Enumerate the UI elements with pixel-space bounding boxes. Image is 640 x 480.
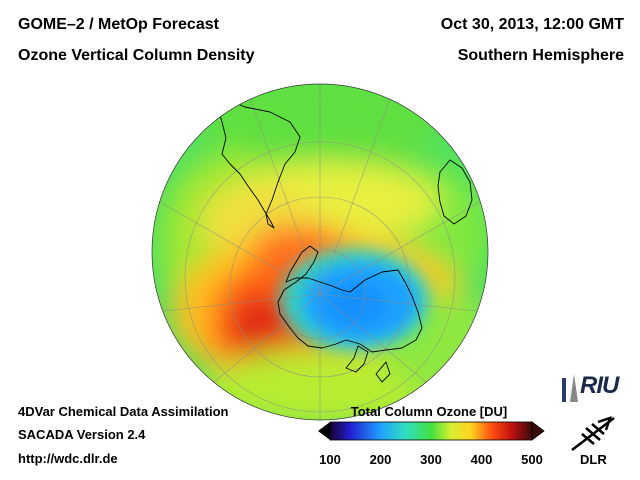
method-label: 4DVar Chemical Data Assimilation bbox=[18, 404, 229, 419]
africa-coast bbox=[437, 159, 473, 225]
colorbar-under-arrow bbox=[318, 422, 330, 440]
colorbar-tick-label: 500 bbox=[521, 452, 543, 467]
globe-limb bbox=[151, 83, 489, 421]
south-america-coast bbox=[217, 95, 301, 229]
colorbar-tick-label: 100 bbox=[319, 452, 341, 467]
colorbar-title: Total Column Ozone [DU] bbox=[350, 404, 508, 419]
url-link[interactable]: http://wdc.dlr.de bbox=[18, 451, 118, 466]
ozone-hole-core bbox=[325, 282, 385, 326]
colorbar-tick-label: 200 bbox=[369, 452, 392, 467]
dlr-logo bbox=[571, 416, 615, 451]
colorbar bbox=[318, 421, 545, 441]
product-title: GOME–2 / MetOp Forecast bbox=[18, 16, 219, 33]
riu-logo-text: RIU bbox=[580, 372, 619, 399]
ozone-globe-map bbox=[151, 83, 489, 421]
riu-logo bbox=[562, 374, 578, 402]
antarctica-coast bbox=[277, 245, 423, 353]
ross-sea-coast bbox=[345, 345, 369, 373]
colorbar-ramp bbox=[329, 421, 533, 441]
colorbar-tick-label: 400 bbox=[470, 452, 493, 467]
graticule bbox=[154, 84, 486, 420]
new-zealand-coast bbox=[375, 361, 391, 383]
region-label: Southern Hemisphere bbox=[457, 47, 624, 64]
dlr-logo-text: DLR bbox=[580, 452, 607, 467]
version-label: SACADA Version 2.4 bbox=[18, 427, 146, 442]
ozone-field-max-core bbox=[230, 295, 290, 359]
quantity-title: Ozone Vertical Column Density bbox=[18, 47, 255, 64]
colorbar-over-arrow bbox=[531, 421, 545, 441]
australia-coast bbox=[152, 351, 185, 381]
datetime-label: Oct 30, 2013, 12:00 GMT bbox=[440, 16, 624, 33]
colorbar-tick-label: 300 bbox=[420, 452, 442, 467]
